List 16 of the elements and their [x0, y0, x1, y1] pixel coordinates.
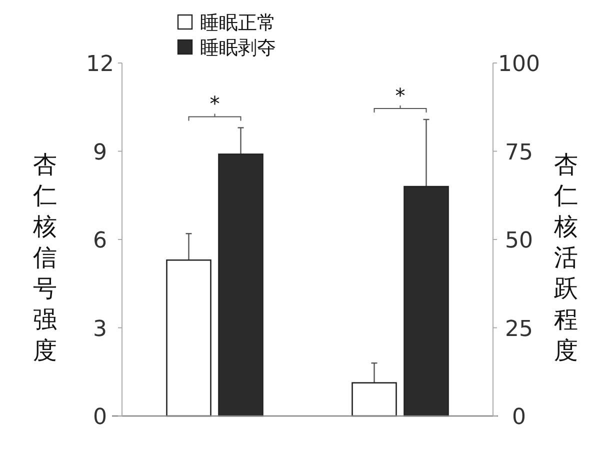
y2-axis-title: 杏仁核活跃程度 [553, 150, 578, 364]
legend-label: 睡眠剥夺 [200, 37, 276, 59]
y2-tick-label: 100 [498, 52, 540, 77]
legend-label: 睡眠正常 [200, 12, 276, 34]
y-tick-label: 6 [93, 228, 107, 254]
y-tick-label: 12 [86, 52, 114, 77]
y-tick-label: 3 [93, 316, 107, 342]
annotation: * [395, 83, 406, 108]
y2-tick-label: 25 [505, 316, 533, 342]
y-axis-title: 杏仁核信号强度 [32, 150, 57, 364]
y2-tick-label: 0 [512, 405, 526, 430]
y-tick-label: 0 [93, 405, 107, 430]
y2-tick-label: 50 [505, 228, 533, 254]
y-tick-label: 9 [93, 140, 107, 166]
y2-tick-label: 75 [505, 140, 533, 166]
annotation: * [210, 92, 220, 116]
